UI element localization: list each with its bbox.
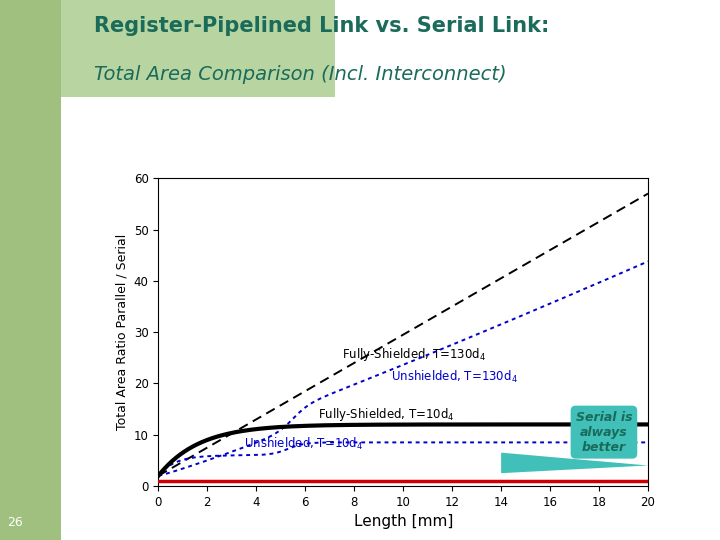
X-axis label: Length [mm]: Length [mm]: [354, 514, 453, 529]
Y-axis label: Total Area Ratio Parallel / Serial: Total Area Ratio Parallel / Serial: [115, 234, 128, 430]
Text: 26: 26: [7, 516, 23, 529]
Text: Fully-Shielded, T=10d$_4$: Fully-Shielded, T=10d$_4$: [318, 406, 454, 423]
Text: Fully-Shielded, T=130d$_4$: Fully-Shielded, T=130d$_4$: [342, 346, 486, 363]
Text: Register-Pipelined Link vs. Serial Link:: Register-Pipelined Link vs. Serial Link:: [94, 16, 549, 36]
Text: Unshielded, T=10d$_4$: Unshielded, T=10d$_4$: [244, 436, 364, 451]
Polygon shape: [501, 453, 648, 473]
Text: Serial is
always
better: Serial is always better: [575, 410, 632, 454]
Text: Total Area Comparison (Incl. Interconnect): Total Area Comparison (Incl. Interconnec…: [94, 65, 506, 84]
Text: Unshielded, T=130d$_4$: Unshielded, T=130d$_4$: [391, 369, 518, 385]
